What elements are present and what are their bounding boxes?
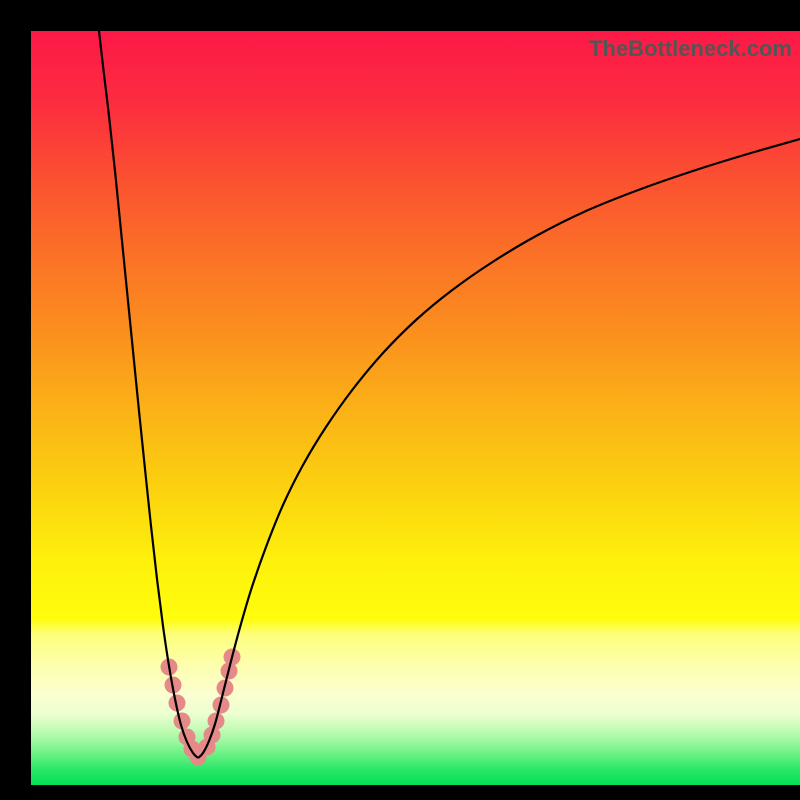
chart-container: { "type": "line", "watermark": { "text":…	[0, 0, 800, 800]
dot-markers	[161, 649, 241, 766]
curve-left-branch	[99, 31, 198, 758]
plot-area: TheBottleneck.com	[31, 31, 800, 785]
curve-right-branch	[198, 139, 800, 758]
watermark-text: TheBottleneck.com	[589, 36, 792, 62]
curve-layer	[31, 31, 800, 785]
